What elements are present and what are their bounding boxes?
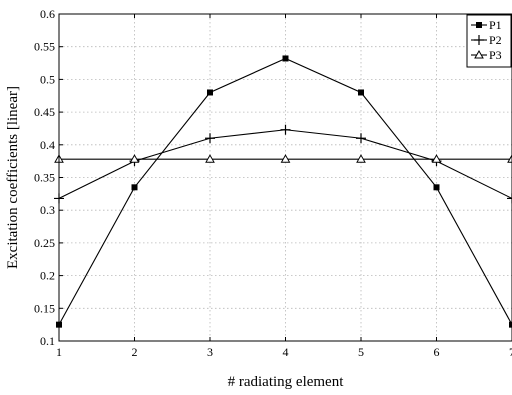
data-point-p3 [129, 154, 140, 163]
y-tick-label: 0.45 [34, 105, 55, 119]
legend-label: P3 [489, 48, 502, 62]
x-tick-label: 1 [56, 345, 62, 359]
legend-label: P2 [489, 33, 502, 47]
data-point-p1 [282, 55, 289, 62]
y-tick-label: 0.5 [40, 72, 55, 86]
x-tick-label: 6 [434, 345, 440, 359]
axis-ticks: 1 2 3 4 5 6 7 0.1 0.15 0.2 0.25 0.3 0.35 0.4 0.45 0.5 0.… [34, 7, 512, 359]
data-point-p1 [358, 89, 364, 96]
legend-label: P1 [489, 18, 502, 32]
y-tick-label: 0.1 [40, 334, 55, 348]
y-axis-label: Excitation coefficients [linear] [5, 86, 21, 269]
x-tick-label: 2 [132, 345, 138, 359]
y-tick-label: 0.6 [40, 7, 55, 21]
data-point-p3 [280, 154, 291, 163]
legend-marker [474, 49, 484, 59]
grid-lines [59, 14, 512, 341]
x-tick-label: 3 [207, 345, 213, 359]
y-tick-label: 0.25 [34, 236, 55, 250]
x-tick-label: 5 [358, 345, 364, 359]
x-axis-label: # radiating element [228, 374, 345, 390]
data-point-p3 [507, 154, 512, 163]
legend-marker [474, 35, 484, 45]
x-tick-label: 4 [283, 345, 289, 359]
series-p1 [56, 55, 512, 328]
y-tick-label: 0.2 [40, 269, 55, 283]
data-point-p3 [205, 154, 215, 163]
data-point-p2 [356, 133, 366, 144]
legend-item-p3: P3 [471, 48, 502, 62]
data-point-p3 [431, 154, 442, 163]
legend-item-p2: P2 [471, 33, 502, 47]
data-point-p2 [280, 124, 291, 135]
series-p3 [54, 154, 512, 163]
y-tick-label: 0.35 [34, 171, 55, 185]
x-tick-label: 7 [509, 345, 512, 359]
series-p2 [54, 124, 512, 204]
data-point-p1 [433, 184, 440, 191]
legend-item-p1: P1 [471, 18, 502, 32]
legend-marker [476, 22, 482, 28]
data-point-p2 [507, 193, 512, 204]
y-tick-label: 0.3 [40, 203, 55, 217]
y-tick-label: 0.4 [40, 138, 55, 152]
y-tick-label: 0.55 [34, 40, 55, 54]
data-point-p1 [509, 321, 512, 328]
series-group [54, 55, 512, 328]
data-point-p2 [205, 133, 215, 144]
y-tick-label: 0.15 [34, 301, 55, 315]
data-point-p3 [356, 154, 366, 163]
series-line-p2 [58, 129, 512, 199]
data-point-p1 [207, 89, 213, 96]
data-point-p1 [131, 184, 138, 191]
